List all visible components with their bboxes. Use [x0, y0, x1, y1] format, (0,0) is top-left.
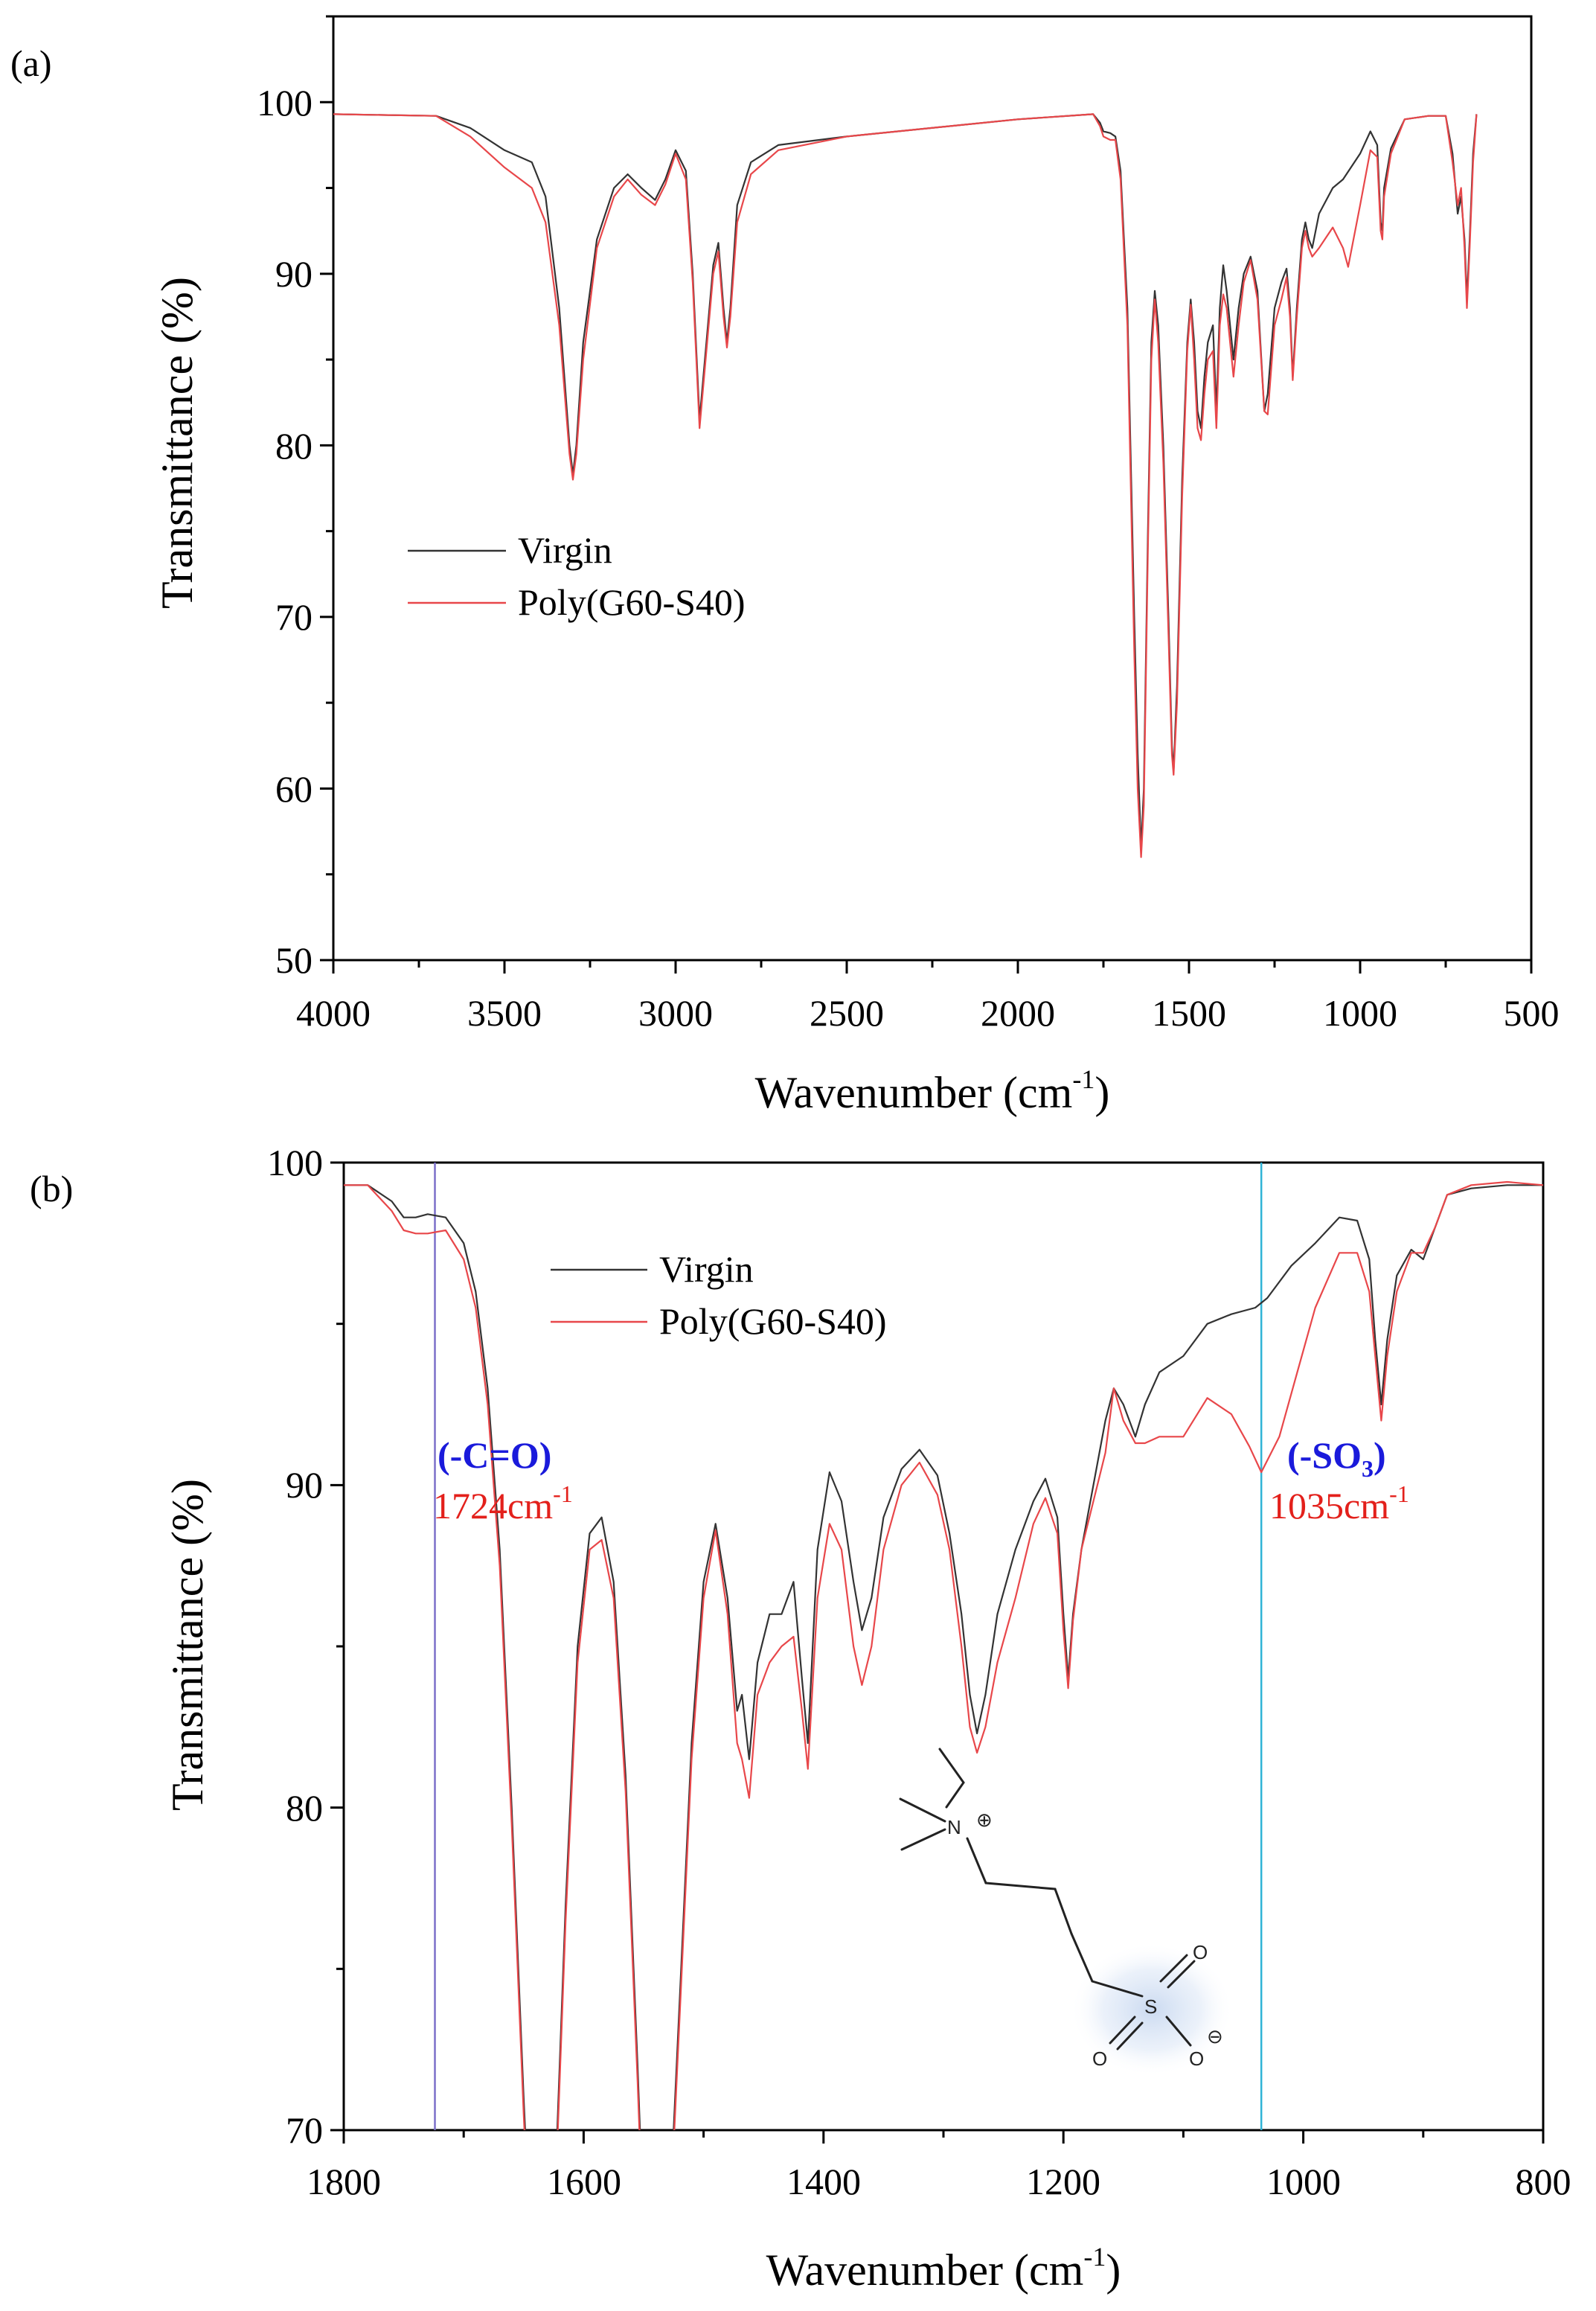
structure-atom-s: S — [1144, 1995, 1157, 2018]
y-axis-title-b: Transmittance (%) — [163, 1479, 212, 1811]
y-tick-label: 90 — [286, 1464, 323, 1506]
annotation-co-frequency: 1724cm-1 — [433, 1480, 573, 1527]
annotation-so3-frequency: 1035cm-1 — [1269, 1480, 1409, 1527]
x-tick-label: 2000 — [981, 992, 1055, 1034]
y-axis-title-a: Transmittance (%) — [153, 277, 202, 609]
x-tick-label: 1400 — [786, 2161, 861, 2202]
legend-label-virgin: Virgin — [518, 529, 612, 571]
y-tick-label: 80 — [275, 425, 313, 467]
series-line-poly — [344, 1180, 1543, 2130]
y-tick-label: 50 — [275, 939, 313, 981]
plot-frame-a — [332, 15, 1533, 962]
y-tick-label: 70 — [286, 2109, 323, 2151]
legend-a: Virgin Poly(G60-S40) — [408, 529, 746, 623]
x-axis-title-b: Wavenumber (cm-1) — [766, 2242, 1121, 2295]
chemical-structure: N ⊕ S O O O ⊖ — [899, 1748, 1234, 2077]
x-tick-label: 800 — [1516, 2161, 1571, 2202]
x-tick-label: 1200 — [1026, 2161, 1100, 2202]
x-tick-label: 1500 — [1152, 992, 1226, 1034]
structure-atom-n: N — [947, 1816, 961, 1838]
axis-ticks-b — [330, 1161, 1545, 2144]
annotation-co-group: (-C=O) — [438, 1434, 551, 1476]
x-tick-label: 1000 — [1323, 992, 1397, 1034]
x-tick-label: 500 — [1504, 992, 1560, 1034]
series-line-virgin — [344, 1184, 1543, 2130]
x-tick-label: 3500 — [467, 992, 542, 1034]
x-tick-label: 3000 — [638, 992, 713, 1034]
structure-atom-o: O — [1189, 2048, 1204, 2070]
structure-charge-n: ⊕ — [976, 1809, 993, 1831]
legend-b: Virgin Poly(G60-S40) — [551, 1248, 887, 1342]
panel-label-b: (b) — [30, 1168, 73, 1209]
y-tick-label: 60 — [275, 768, 313, 810]
y-tick-label: 80 — [286, 1787, 323, 1829]
series-line-poly — [333, 113, 1478, 858]
y-tick-label: 70 — [275, 596, 313, 638]
legend-label-poly: Poly(G60-S40) — [659, 1300, 887, 1342]
x-tick-label: 4000 — [296, 992, 371, 1034]
x-axis-title-a: Wavenumber (cm-1) — [755, 1064, 1110, 1117]
x-tick-label: 1000 — [1266, 2161, 1341, 2202]
x-tick-label: 2500 — [810, 992, 884, 1034]
y-tick-label: 90 — [275, 253, 313, 295]
x-tick-label: 1800 — [307, 2161, 381, 2202]
structure-charge-o: ⊖ — [1207, 2025, 1223, 2048]
structure-atom-o: O — [1092, 2048, 1107, 2070]
panel-b: (b) 1800 1600 1400 1200 1000 800 70 80 9… — [30, 1142, 1571, 2295]
y-tick-label: 100 — [267, 1142, 323, 1183]
structure-atom-o: O — [1193, 1941, 1208, 1963]
legend-label-poly: Poly(G60-S40) — [518, 581, 746, 623]
y-tick-label: 100 — [257, 82, 313, 124]
x-tick-label: 1600 — [547, 2161, 621, 2202]
structure-bonds — [899, 1748, 1196, 2051]
legend-label-virgin: Virgin — [659, 1248, 754, 1290]
plot-frame-b — [342, 1161, 1545, 2132]
panel-label-a: (a) — [10, 42, 52, 84]
annotation-so3-group: (-SO3) — [1287, 1434, 1386, 1482]
series-line-virgin — [333, 113, 1478, 850]
axis-ticks-a — [320, 15, 1533, 974]
panel-a: (a) 4000 3500 3000 2500 2000 1500 1000 5… — [10, 15, 1560, 1117]
